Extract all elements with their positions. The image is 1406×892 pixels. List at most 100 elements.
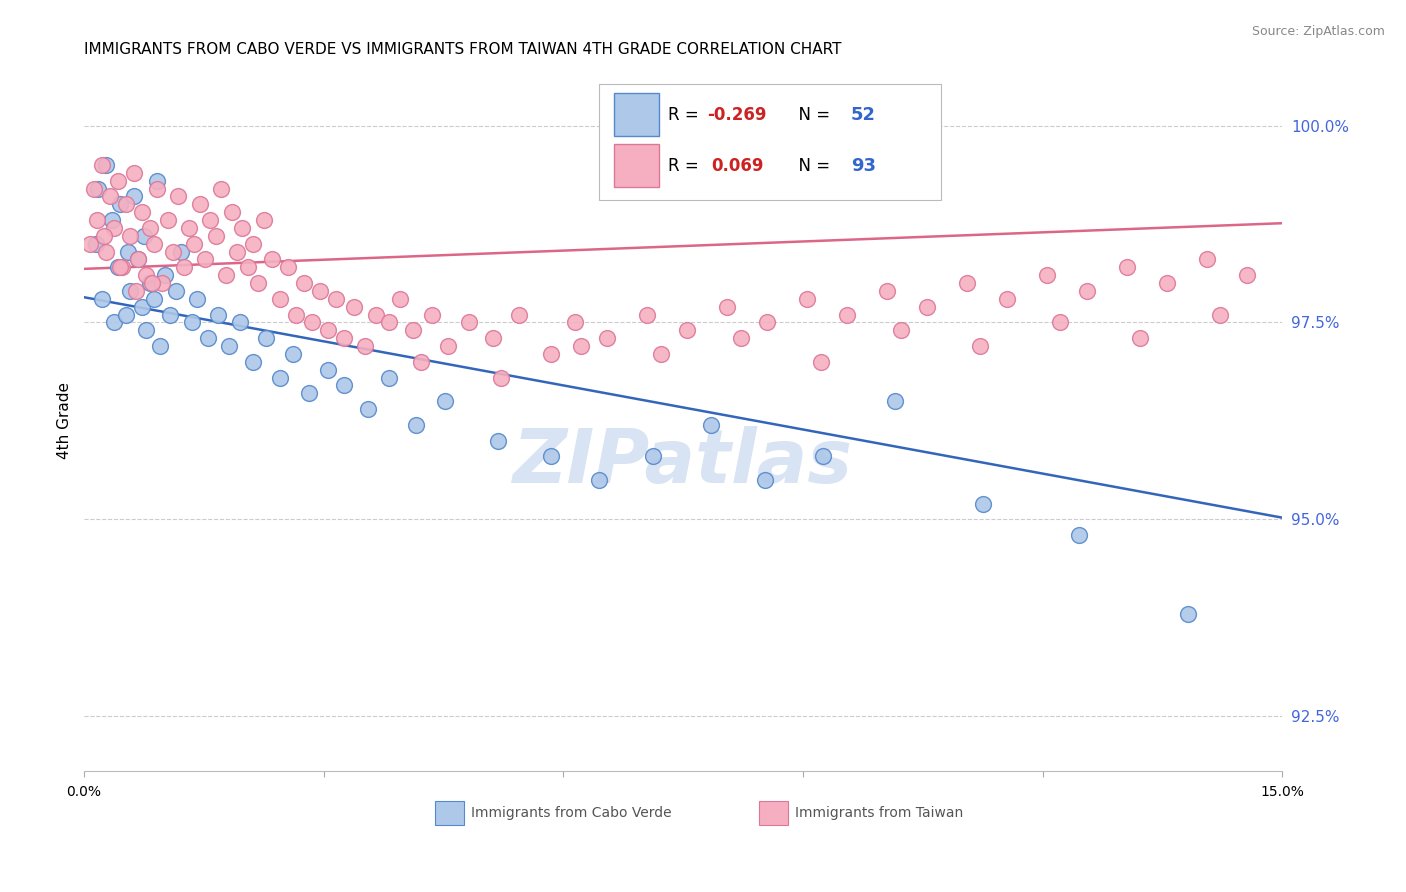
Point (405, 417, 427, 432)
Point (200, 213, 222, 227)
Point (540, 347, 562, 361)
Point (343, 300, 366, 314)
Point (204, 228, 226, 243)
Point (179, 221, 201, 235)
Point (150, 276, 173, 290)
Point (159, 308, 181, 322)
Point (277, 260, 299, 275)
Point (170, 244, 193, 259)
Text: R =: R = (668, 157, 709, 175)
Point (254, 331, 277, 345)
Text: 0.069: 0.069 (711, 157, 763, 175)
Point (292, 276, 315, 290)
Point (588, 473, 610, 487)
Point (283, 347, 305, 361)
Text: N =: N = (787, 106, 835, 124)
Point (98, 189, 121, 203)
Point (378, 315, 401, 329)
Point (876, 284, 898, 298)
Point (242, 355, 264, 369)
Point (149, 339, 172, 353)
Point (1115, 260, 1137, 275)
Point (111, 260, 134, 275)
Point (218, 339, 240, 353)
Point (107, 260, 129, 275)
Point (489, 370, 512, 384)
Point (114, 197, 136, 211)
Point (796, 292, 818, 306)
Point (173, 260, 195, 275)
Point (138, 276, 160, 290)
Point (253, 213, 276, 227)
Point (87, 181, 110, 195)
Point (155, 268, 177, 282)
Point (125, 284, 148, 298)
Point (569, 339, 592, 353)
Point (995, 292, 1018, 306)
Point (229, 315, 252, 329)
Point (486, 434, 509, 448)
Point (260, 252, 283, 267)
Point (332, 331, 354, 345)
Point (1209, 308, 1232, 322)
Point (120, 284, 142, 298)
Point (388, 292, 411, 306)
Point (236, 260, 259, 275)
Point (411, 355, 433, 369)
Point (143, 236, 166, 251)
Point (540, 450, 562, 464)
Point (135, 268, 157, 282)
Point (90, 292, 112, 306)
Text: Source: ZipAtlas.com: Source: ZipAtlas.com (1251, 25, 1385, 38)
Point (101, 213, 124, 227)
Point (156, 213, 179, 227)
Point (146, 174, 169, 188)
Point (1177, 607, 1199, 621)
Point (969, 339, 991, 353)
Point (120, 228, 142, 243)
Point (316, 362, 339, 376)
FancyBboxPatch shape (759, 801, 787, 824)
Y-axis label: 4th Grade: 4th Grade (58, 383, 72, 459)
Point (301, 315, 323, 329)
Point (420, 308, 443, 322)
Text: R =: R = (668, 106, 703, 124)
Point (108, 197, 131, 211)
Point (231, 221, 253, 235)
Point (354, 339, 377, 353)
Point (79, 236, 101, 251)
Point (84, 236, 107, 251)
FancyBboxPatch shape (614, 93, 659, 136)
Point (183, 236, 205, 251)
Point (226, 244, 249, 259)
Point (131, 300, 153, 314)
Point (890, 323, 912, 337)
Point (247, 276, 270, 290)
Point (596, 331, 619, 345)
Point (364, 308, 387, 322)
Point (242, 236, 264, 251)
Point (810, 355, 832, 369)
Point (197, 331, 219, 345)
Text: 15.0%: 15.0% (1261, 786, 1305, 799)
Point (117, 244, 139, 259)
Point (325, 292, 347, 306)
Point (269, 292, 291, 306)
Point (650, 347, 672, 361)
Point (284, 308, 307, 322)
Point (1236, 268, 1258, 282)
Point (915, 300, 938, 314)
Point (188, 197, 211, 211)
Point (436, 339, 458, 353)
Point (700, 417, 723, 432)
Point (716, 300, 738, 314)
Point (122, 166, 145, 180)
Point (114, 308, 136, 322)
Point (215, 268, 238, 282)
FancyBboxPatch shape (614, 145, 659, 187)
Point (194, 252, 217, 267)
Point (835, 308, 858, 322)
Point (316, 323, 339, 337)
Point (86, 213, 108, 227)
Point (811, 450, 834, 464)
